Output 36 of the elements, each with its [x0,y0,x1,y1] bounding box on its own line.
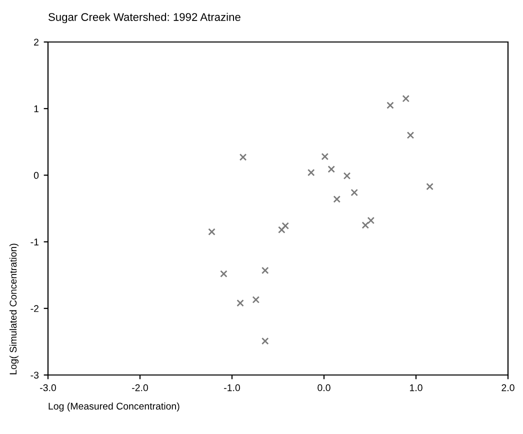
y-tick-label: -3 [30,372,39,379]
point [362,222,370,229]
y-tick-label: 2 [34,38,38,46]
point [402,94,410,102]
x-tick-label: 1.0 [410,384,422,392]
point [220,270,228,278]
point [252,296,260,304]
y-tick-label: -1 [30,238,38,246]
point [406,132,414,139]
x-tick-label: 0.0 [318,384,330,392]
x-axis-title: Log (Measured Concentration) [48,402,180,412]
point [208,228,216,236]
y-tick-label: -2 [30,305,38,312]
y-tick-label: 1 [34,105,38,112]
point [321,152,329,160]
point [333,196,341,203]
x-tick-label: -3.0 [40,384,56,392]
point [236,299,244,307]
point [350,188,358,196]
point [307,168,315,176]
point [239,154,247,161]
y-axis-title: Log( Simulated Concentration) [9,244,19,374]
chart-title: Sugar Creek Watershed: 1992 Atrazine [48,12,240,24]
point [282,222,289,230]
y-tick-label: 0 [34,172,39,179]
x-tick-label: -1.0 [224,384,240,392]
point [261,337,269,345]
point [343,172,351,180]
point [367,216,375,224]
point [328,166,335,173]
point [386,102,394,109]
point [426,182,434,190]
x-tick-label: -2.0 [132,384,148,392]
point [278,226,286,234]
point [261,266,269,274]
x-tick-label: 2.0 [502,384,514,392]
